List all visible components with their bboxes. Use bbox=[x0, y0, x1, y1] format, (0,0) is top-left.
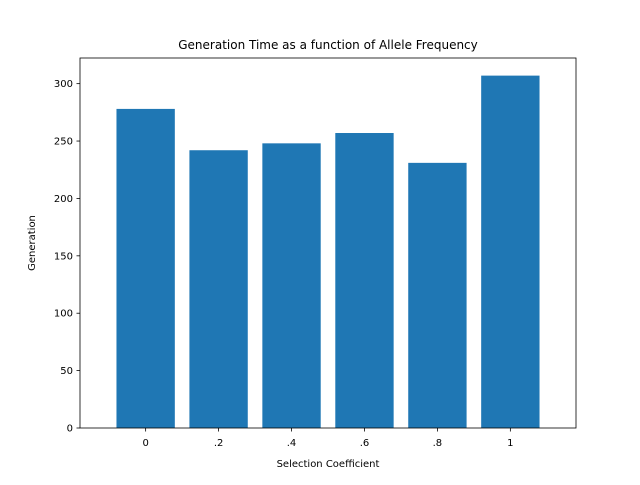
y-tick-label: 100 bbox=[54, 309, 73, 320]
x-axis-ticks: 0 .2 .4 .6 .8 1 bbox=[142, 428, 514, 449]
bar-.2 bbox=[189, 150, 248, 428]
x-axis-label: Selection Coefficient bbox=[277, 459, 380, 470]
y-tick-label: 200 bbox=[54, 194, 73, 205]
x-tick-label: .6 bbox=[360, 438, 370, 449]
x-tick-label: 0 bbox=[142, 438, 148, 449]
bar-.4 bbox=[262, 143, 321, 429]
chart-title: Generation Time as a function of Allele … bbox=[178, 38, 478, 52]
bar-.6 bbox=[335, 133, 394, 429]
x-tick-label: .2 bbox=[214, 438, 224, 449]
y-axis-ticks: 0 50 100 150 200 250 300 bbox=[54, 79, 80, 435]
bar-0 bbox=[116, 108, 175, 428]
y-tick-label: 0 bbox=[67, 424, 73, 435]
y-tick-label: 300 bbox=[54, 79, 73, 90]
bars-layer bbox=[116, 75, 540, 429]
y-tick-label: 150 bbox=[54, 251, 73, 262]
y-axis-label: Generation bbox=[27, 215, 38, 271]
bar-.8 bbox=[408, 162, 467, 428]
y-tick-label: 50 bbox=[60, 366, 73, 377]
x-tick-label: .8 bbox=[433, 438, 443, 449]
y-tick-label: 250 bbox=[54, 137, 73, 148]
x-tick-label: .4 bbox=[287, 438, 297, 449]
plot-area-frame bbox=[79, 57, 577, 429]
bar-1 bbox=[481, 75, 540, 428]
x-tick-label: 1 bbox=[507, 438, 513, 449]
